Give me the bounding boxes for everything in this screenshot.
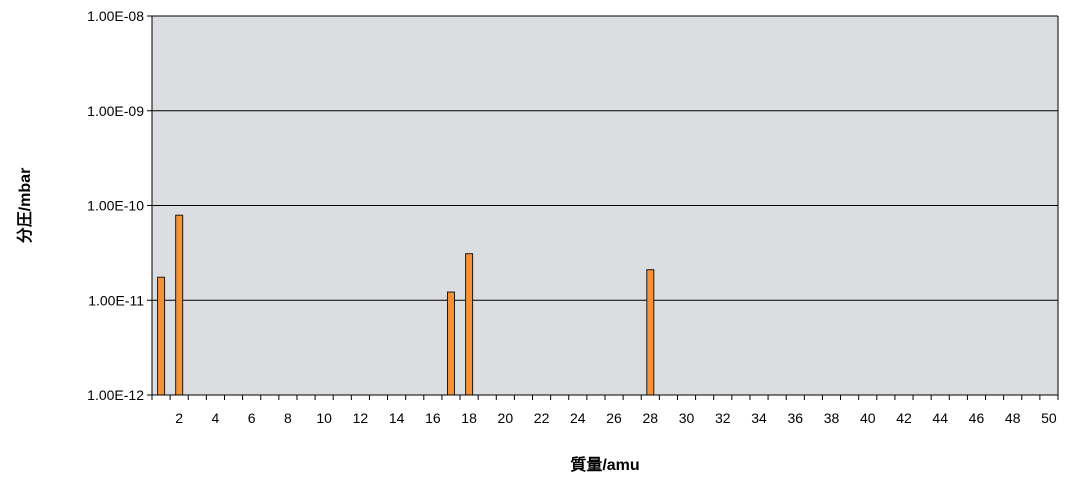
y-tick-label: 1.00E-09 xyxy=(87,103,144,119)
x-tick-label: 40 xyxy=(860,410,876,426)
x-tick-label: 46 xyxy=(969,410,985,426)
y-tick-label: 1.00E-08 xyxy=(87,8,144,24)
x-tick-label: 50 xyxy=(1041,410,1057,426)
x-tick-label: 48 xyxy=(1005,410,1021,426)
x-tick-label: 44 xyxy=(932,410,948,426)
x-tick-label: 32 xyxy=(715,410,731,426)
x-tick-label: 24 xyxy=(570,410,586,426)
x-tick-label: 22 xyxy=(534,410,550,426)
x-tick-label: 8 xyxy=(284,410,292,426)
x-tick-label: 36 xyxy=(787,410,803,426)
x-tick-label: 18 xyxy=(461,410,477,426)
bar-mass-17 xyxy=(446,291,455,396)
x-tick-label: 20 xyxy=(498,410,514,426)
x-tick-label: 34 xyxy=(751,410,767,426)
x-tick-labels: 2 4 6 8 10 12 14 16 18 20 22 24 26 28 30 32 34 36 38 40 42 44… xyxy=(175,410,1057,426)
bar-mass-18 xyxy=(465,253,474,396)
x-axis-title: 質量/amu xyxy=(570,455,639,474)
x-tick-label: 10 xyxy=(316,410,332,426)
x-tick-label: 16 xyxy=(425,410,441,426)
y-tick-label: 1.00E-12 xyxy=(87,387,144,403)
y-tick-label: 1.00E-11 xyxy=(88,292,144,308)
x-tick-label: 2 xyxy=(175,410,183,426)
bar-mass-1 xyxy=(157,276,166,396)
x-tick-label: 28 xyxy=(643,410,659,426)
y-tick-label: 1.00E-10 xyxy=(87,198,144,214)
axes xyxy=(147,15,1059,400)
x-tick-label: 12 xyxy=(353,410,369,426)
x-tick-label: 4 xyxy=(212,410,220,426)
x-tick-label: 42 xyxy=(896,410,912,426)
x-tick-label: 26 xyxy=(606,410,622,426)
bar-mass-28 xyxy=(646,269,655,396)
x-tick-label: 30 xyxy=(679,410,695,426)
bar-mass-2 xyxy=(175,214,184,396)
x-tick-label: 38 xyxy=(824,410,840,426)
y-tick-labels: 1.00E-12 1.00E-11 1.00E-10 1.00E-09 1.00E-08 xyxy=(87,8,144,403)
x-tick-label: 6 xyxy=(248,410,256,426)
x-tick-label: 14 xyxy=(389,410,405,426)
y-axis-title: 分圧/mbar xyxy=(16,168,34,244)
